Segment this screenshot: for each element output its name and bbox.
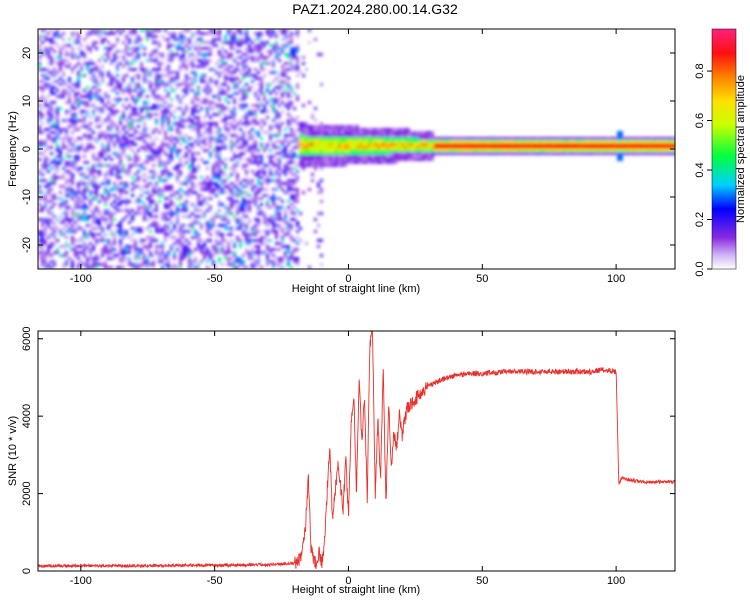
- y-tick-label: 6000: [21, 326, 33, 350]
- spectrogram-y-axis: -20 -10 0 10 20: [21, 47, 675, 253]
- colorbar: 0.0 0.2 0.4 0.6 0.8 Normalized spectral ampl…: [694, 28, 747, 277]
- x-tick-label: 100: [607, 575, 625, 587]
- snr-x-axis-label: Height of straight line (km): [292, 584, 420, 596]
- x-tick-label: 100: [607, 273, 625, 285]
- colorbar-tick-label: 0.4: [694, 162, 706, 177]
- y-tick-label: 4000: [21, 404, 33, 428]
- colorbar-tick-label: 0.0: [694, 261, 706, 276]
- spectrogram-x-axis: -100 -50 0 50 100: [70, 29, 625, 285]
- y-tick-label: 10: [21, 95, 33, 107]
- spectrogram-heatmap: [38, 29, 675, 269]
- y-tick-label: 0: [21, 568, 33, 574]
- chart-title: PAZ1.2024.280.00.14.G32: [292, 1, 458, 17]
- spectrogram-y-axis-label: Frequency (Hz): [7, 111, 19, 187]
- snr-plot-area: [38, 331, 675, 571]
- colorbar-gradient: [711, 28, 737, 270]
- y-tick-label: 0: [21, 146, 33, 152]
- snr-series-line: [38, 331, 675, 570]
- y-tick-label: 2000: [21, 481, 33, 505]
- y-tick-label: 20: [21, 47, 33, 59]
- colorbar-tick-label: 0.6: [694, 113, 706, 128]
- x-tick-label: 50: [476, 575, 488, 587]
- snr-x-axis: -100 -50 0 50 100: [70, 331, 625, 587]
- colorbar-tick-label: 0.2: [694, 212, 706, 227]
- y-tick-label: -20: [21, 237, 33, 253]
- x-tick-label: -50: [207, 575, 223, 587]
- colorbar-tick-label: 0.8: [694, 63, 706, 78]
- y-tick-label: -10: [21, 189, 33, 205]
- colorbar-ticks: 0.0 0.2 0.4 0.6 0.8: [694, 63, 712, 277]
- snr-panel: -100 -50 0 50 100 0 2000 4000 6000 Height of st…: [7, 326, 676, 596]
- x-tick-label: -100: [70, 273, 92, 285]
- snr-y-axis-label: SNR (10 * v/v): [7, 416, 19, 486]
- snr-frame: [37, 330, 676, 572]
- x-tick-label: -100: [70, 575, 92, 587]
- colorbar-label: Normalized spectral amplitude: [735, 75, 747, 223]
- x-tick-label: 50: [476, 273, 488, 285]
- spectrogram-x-axis-label: Height of straight line (km): [292, 283, 420, 295]
- x-tick-label: 0: [345, 273, 351, 285]
- x-tick-label: -50: [207, 273, 223, 285]
- snr-y-axis: 0 2000 4000 6000: [21, 326, 675, 574]
- x-tick-label: 0: [345, 575, 351, 587]
